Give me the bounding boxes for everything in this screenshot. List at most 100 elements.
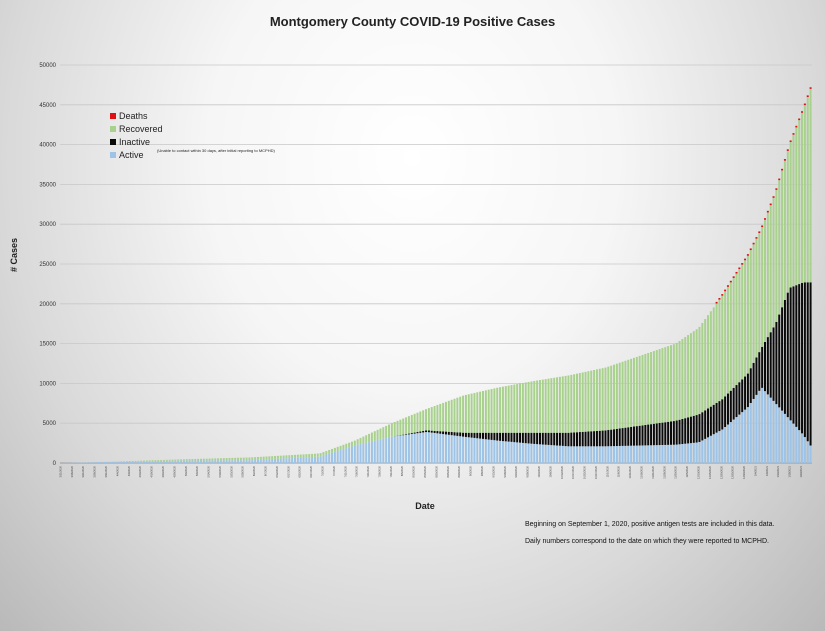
bar-segment-active (541, 444, 544, 463)
bar-segment-inactive (462, 432, 465, 437)
bar-segment-inactive (655, 423, 658, 446)
bar-segment-recovered (359, 437, 362, 445)
bar-segment-recovered (467, 394, 470, 433)
bar-segment-inactive (798, 284, 801, 431)
bar-segment-inactive (459, 432, 462, 437)
bar-segment-inactive (410, 433, 413, 434)
x-tick-label: 12/25/2020 (731, 465, 735, 479)
bar-segment-recovered (664, 347, 667, 423)
bar-segment-recovered (402, 418, 405, 435)
y-tick-label: 20000 (39, 302, 56, 308)
bar-segment-active (806, 441, 809, 463)
bar-segment-active (675, 444, 678, 463)
bar-segment-active (331, 452, 334, 463)
bar-segment-active (490, 439, 493, 463)
bar-segment-active (390, 436, 393, 463)
bar-segment-active (615, 446, 618, 463)
bar-segment-inactive (627, 427, 630, 446)
bar-segment-inactive (718, 401, 721, 432)
bar-segment-deaths (718, 297, 721, 300)
bar-segment-recovered (177, 459, 180, 461)
bar-segment-inactive (658, 423, 661, 446)
bar-segment-recovered (276, 455, 279, 459)
bar-segment-active (296, 457, 299, 463)
bar-segment-recovered (368, 433, 371, 443)
bar-segment-active (239, 460, 242, 463)
bar-segment-recovered (185, 459, 188, 461)
bar-segment-recovered (655, 350, 658, 424)
x-tick-label: 7/11/2020 (343, 465, 347, 477)
bar-segment-inactive (675, 420, 678, 445)
bar-segment-recovered (803, 105, 806, 283)
y-tick-label: 0 (53, 461, 57, 467)
bar-segment-recovered (205, 458, 208, 461)
y-tick-label: 30000 (39, 222, 56, 228)
bar-segment-active (433, 432, 436, 463)
bar-segment-recovered (718, 299, 721, 402)
bar-segment-active (430, 432, 433, 463)
bar-segment-active (644, 445, 647, 463)
bar-segment-recovered (607, 366, 610, 431)
bar-segment-active (595, 446, 598, 463)
bar-segment-active (567, 446, 570, 463)
bar-segment-active (405, 434, 408, 463)
bar-segment-active (120, 461, 123, 463)
bar-segment-active (308, 457, 311, 463)
bar-segment-active (339, 449, 342, 463)
bar-segment-recovered (678, 340, 681, 420)
bar-segment-recovered (410, 414, 413, 434)
x-tick-label: 7/16/2020 (355, 465, 359, 477)
bar-segment-active (262, 459, 265, 463)
bar-segment-active (325, 454, 328, 463)
bar-segment-active (402, 435, 405, 463)
bar-segment-active (154, 461, 157, 463)
bar-segment-active (356, 444, 359, 463)
bar-segment-recovered (316, 453, 319, 457)
bar-segment-inactive (444, 431, 447, 435)
bar-segment-inactive (615, 428, 618, 447)
bar-segment-active (353, 445, 356, 463)
bar-segment-deaths (778, 178, 781, 181)
bar-segment-inactive (732, 387, 735, 420)
bar-segment-recovered (536, 380, 539, 433)
bar-segment-active (778, 407, 781, 463)
bar-segment-inactive (746, 373, 749, 408)
bar-segment-active (416, 433, 419, 463)
bar-segment-inactive (632, 426, 635, 446)
bar-segment-recovered (168, 459, 171, 461)
bar-segment-active (271, 459, 274, 463)
bar-segment-recovered (180, 459, 183, 461)
bar-segment-recovered (285, 455, 288, 459)
bar-segment-inactive (809, 282, 812, 446)
bar-segment-recovered (726, 286, 729, 394)
bar-segment-recovered (573, 374, 576, 433)
bar-segment-recovered (721, 295, 724, 400)
bar-segment-recovered (801, 112, 804, 283)
bar-segment-recovered (755, 238, 758, 358)
bar-segment-active (436, 433, 439, 463)
bar-segment-inactive (564, 432, 567, 447)
bar-segment-active (715, 432, 718, 463)
bar-segment-active (237, 460, 240, 463)
bar-segment-inactive (729, 390, 732, 423)
bar-segment-active (94, 462, 97, 463)
bar-segment-active (419, 432, 422, 463)
bar-segment-active (667, 444, 670, 463)
bar-segment-active (755, 394, 758, 463)
bar-segment-inactive (576, 432, 578, 447)
bar-segment-recovered (271, 456, 274, 460)
bar-segment-recovered (769, 205, 772, 333)
bar-segment-recovered (148, 460, 151, 462)
bar-segment-active (197, 460, 200, 463)
bar-segment-recovered (652, 351, 655, 424)
bar-segment-active (493, 440, 496, 463)
bar-segment-recovered (202, 458, 205, 461)
legend-label-recovered: Recovered (119, 123, 163, 134)
bar-segment-active (393, 436, 396, 463)
bar-segment-active (131, 461, 134, 463)
bar-segment-recovered (564, 375, 567, 433)
bar-segment-active (368, 442, 371, 463)
bar-segment-inactive (738, 382, 741, 415)
bar-segment-inactive (521, 432, 524, 443)
bar-segment-recovered (781, 170, 784, 308)
